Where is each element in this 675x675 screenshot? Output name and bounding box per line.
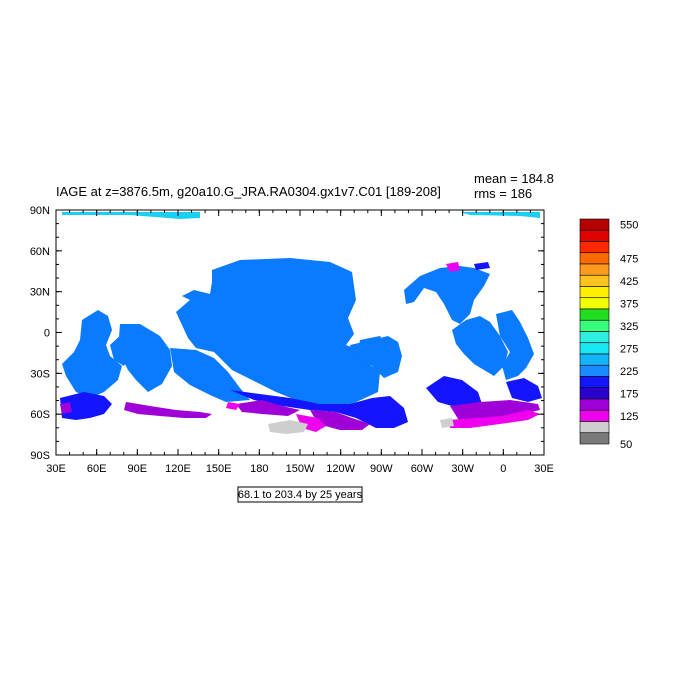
colorbar-label: 425 <box>620 276 638 288</box>
lon-tick-label: 120E <box>165 463 191 475</box>
north-atlantic-region <box>404 266 490 324</box>
colorbar-swatch <box>579 342 610 355</box>
colorbar-swatch <box>579 331 610 344</box>
indian-ocean-region <box>62 310 122 398</box>
lat-tick-label: 90N <box>30 205 50 217</box>
colorbar-swatch <box>579 274 610 287</box>
colorbar-label: 325 <box>620 321 638 333</box>
lon-tick-label: 90E <box>128 463 148 475</box>
colorbar-swatch <box>579 241 610 254</box>
colorbar-swatch <box>579 252 610 265</box>
lon-tick-label: 60E <box>87 463 107 475</box>
southern-ocean-purple-west <box>124 402 212 418</box>
colorbar-label: 125 <box>620 411 638 423</box>
colorbar-label: 225 <box>620 366 638 378</box>
lon-tick-label: 150E <box>206 463 232 475</box>
range-caption-frame <box>237 486 363 503</box>
colorbar-swatch <box>579 376 610 389</box>
colorbar-swatch <box>579 319 610 332</box>
colorbar-label: 275 <box>620 343 638 355</box>
lat-tick-label: 60N <box>30 246 50 258</box>
plot-title: IAGE at z=3876.5m, g20a10.G_JRA.RA0304.g… <box>56 184 441 199</box>
longitude-axis: 30E 60E 90E 120E 150E 180 150W 120W 90W 60W 30W 0 30… <box>46 210 554 475</box>
arctic-ocean-region <box>62 212 540 219</box>
colorbar-swatch <box>579 297 610 310</box>
colorbar-label: 375 <box>620 298 638 310</box>
southern-ocean-purple-central <box>236 400 300 416</box>
lon-tick-label: 90W <box>370 463 393 475</box>
lon-tick-label: 60W <box>411 463 434 475</box>
colorbar-swatch <box>579 421 610 434</box>
pacific-ocean-region <box>176 258 380 404</box>
mean-label: mean = 184.8 <box>474 171 554 186</box>
southern-ocean-purple-far-west <box>60 402 72 414</box>
southern-ocean-purple-east <box>450 400 540 422</box>
lon-tick-label: 120W <box>326 463 355 475</box>
colorbar-swatch <box>579 353 610 366</box>
colorbar-swatch <box>579 398 610 411</box>
colorbar-swatch <box>579 409 610 422</box>
southern-ocean-gray-patch <box>268 420 308 434</box>
colorbar-swatch <box>579 308 610 321</box>
indian-ocean-east <box>110 332 132 366</box>
southern-ocean-magenta-west <box>226 402 240 410</box>
colorbar-label: 475 <box>620 253 638 265</box>
lat-tick-label: 60S <box>30 409 50 421</box>
lon-tick-label: 30E <box>46 463 66 475</box>
southern-ocean-deep-blue-pacific <box>230 390 408 428</box>
southern-ocean-deep-blue-west <box>60 392 112 420</box>
colorbar-label: 175 <box>620 388 638 400</box>
colorbar-swatch <box>579 387 610 400</box>
colorbar-swatch <box>579 218 610 231</box>
lon-tick-label: 180 <box>250 463 268 475</box>
lat-tick-label: 0 <box>44 328 50 340</box>
colorbar-swatch <box>579 229 610 242</box>
colorbar-label: 550 <box>620 220 638 232</box>
lat-tick-label: 30N <box>30 287 50 299</box>
lon-tick-label: 150W <box>286 463 315 475</box>
southern-ocean-deep-blue-atlantic <box>426 376 482 408</box>
southern-ocean-gray-patch-east <box>440 418 454 428</box>
rms-label: rms = 186 <box>474 186 532 201</box>
colorbar: 550 475 425 375 325 275 225 175 125 50 <box>579 218 638 451</box>
southern-ocean-deep-blue-east <box>506 378 542 402</box>
colorbar-swatch <box>579 286 610 299</box>
lon-tick-label: 0 <box>500 463 506 475</box>
lat-tick-label: 90S <box>30 450 50 462</box>
southern-ocean-magenta-atlantic <box>448 410 540 428</box>
atlantic-central <box>452 316 508 376</box>
lon-tick-label: 30E <box>534 463 554 475</box>
colorbar-swatch <box>579 263 610 276</box>
lon-tick-label: 30W <box>451 463 474 475</box>
pacific-south-patch <box>170 348 250 402</box>
colorbar-swatch <box>579 432 610 445</box>
atlantic-south-west <box>358 336 388 364</box>
nordic-seas-blue <box>474 262 490 270</box>
lat-tick-label: 30S <box>30 368 50 380</box>
latitude-axis: 90N 60N 30N 0 30S 60S 90S <box>30 205 544 462</box>
colorbar-label: 50 <box>620 439 632 451</box>
range-caption-box: 68.1 to 203.4 by 25 years <box>237 486 363 503</box>
range-caption: 68.1 to 203.4 by 25 years <box>238 489 363 501</box>
colorbar-swatch <box>579 364 610 377</box>
map-panel <box>55 209 545 456</box>
nordic-seas-patch <box>446 262 460 272</box>
south-atlantic-region <box>496 310 534 380</box>
